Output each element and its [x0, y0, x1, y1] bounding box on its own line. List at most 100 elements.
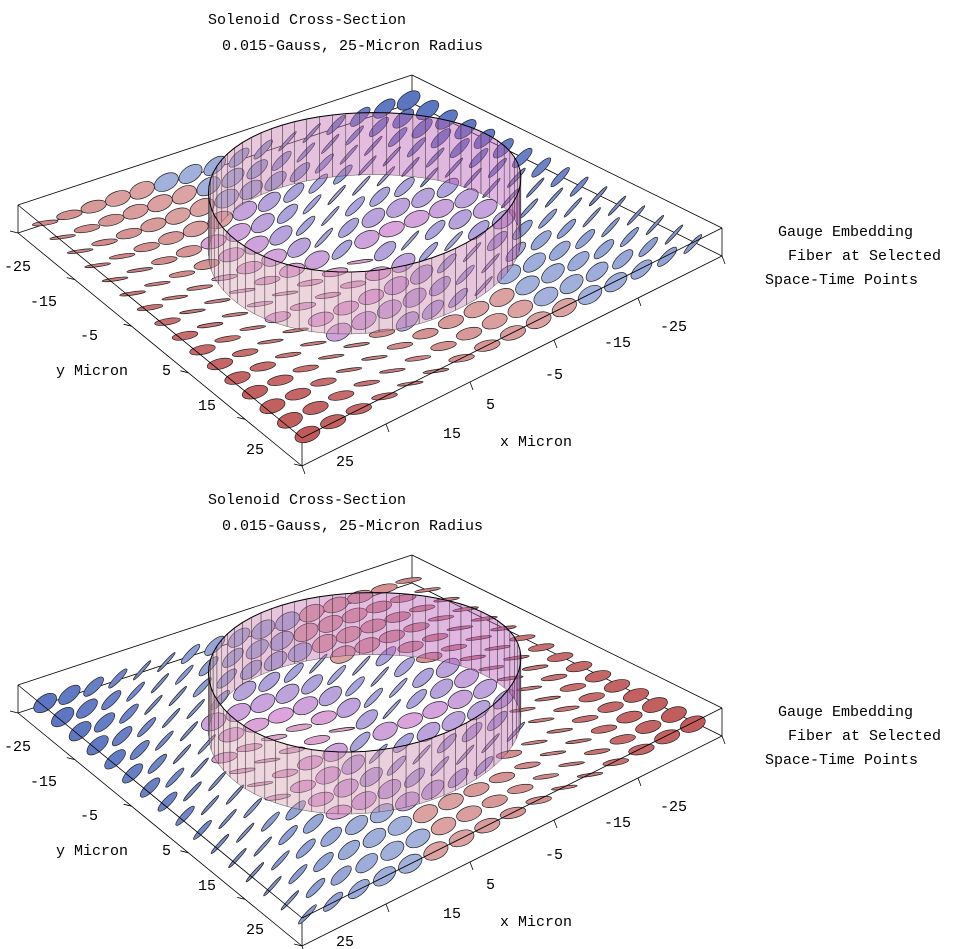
- fiber: [351, 311, 377, 331]
- fiber: [91, 238, 118, 247]
- fiber: [275, 683, 300, 704]
- fiber: [233, 680, 257, 701]
- x-tick-label: 5: [486, 877, 495, 894]
- fiber: [239, 325, 266, 331]
- fiber: [269, 225, 293, 246]
- solenoid-band: [359, 592, 374, 656]
- fiber: [533, 286, 559, 307]
- solenoid-band: [437, 118, 450, 184]
- x-tick: [553, 339, 558, 349]
- solenoid-band: [466, 716, 477, 786]
- fiber: [395, 577, 422, 584]
- y-tick-label: -15: [30, 774, 57, 791]
- fiber: [411, 187, 435, 208]
- y-tick: [9, 710, 19, 714]
- solenoid-band: [455, 722, 467, 791]
- fiber: [375, 646, 397, 667]
- y-tick: [180, 850, 189, 854]
- fiber: [327, 184, 346, 206]
- fiber: [162, 708, 181, 729]
- y-tick-label: 25: [246, 922, 264, 939]
- solenoid-band: [399, 593, 414, 657]
- x-tick: [721, 735, 726, 745]
- y-tick: [66, 277, 75, 280]
- fiber: [397, 640, 424, 654]
- fiber: [612, 249, 634, 270]
- solenoid-band: [237, 720, 246, 790]
- fiber: [390, 594, 417, 603]
- fiber: [335, 367, 363, 373]
- solenoid-band: [216, 159, 222, 229]
- solenoid-band: [218, 221, 224, 292]
- fiber: [158, 231, 185, 245]
- fiber: [190, 757, 209, 778]
- solenoid-band: [223, 228, 231, 298]
- fiber: [406, 137, 426, 158]
- fiber: [345, 676, 365, 697]
- fiber: [321, 206, 340, 227]
- fiber: [126, 681, 145, 702]
- fiber: [278, 825, 298, 846]
- solenoid-band: [460, 123, 472, 190]
- solenoid-band: [214, 694, 219, 765]
- fiber: [140, 217, 167, 233]
- fiber: [489, 288, 515, 307]
- fiber: [147, 753, 167, 774]
- x-tick-label: 25: [336, 454, 354, 471]
- fiber: [288, 864, 308, 885]
- solenoid-band: [319, 114, 333, 179]
- fiber: [347, 879, 370, 900]
- fiber: [436, 177, 459, 198]
- solenoid-band: [275, 260, 288, 327]
- fiber: [383, 276, 410, 296]
- fiber: [267, 374, 294, 386]
- fiber: [588, 186, 608, 207]
- x-tick: [301, 465, 306, 475]
- fiber: [179, 308, 206, 315]
- box-edge: [411, 554, 723, 709]
- fiber: [168, 686, 187, 707]
- fiber: [604, 679, 631, 693]
- solenoid-band: [405, 261, 420, 328]
- fiber: [68, 721, 92, 742]
- solenoid-band: [234, 622, 243, 691]
- fiber: [56, 209, 83, 220]
- solenoid-band: [489, 135, 498, 203]
- fiber: [467, 220, 490, 241]
- fiber: [285, 723, 313, 732]
- solenoid-band: [476, 710, 486, 780]
- fiber: [528, 643, 555, 652]
- solenoid-band: [386, 112, 400, 176]
- fiber: [228, 847, 247, 869]
- fiber: [456, 326, 483, 341]
- fiber: [412, 328, 439, 340]
- solenoid-band: [324, 270, 339, 335]
- fiber: [289, 779, 316, 793]
- solenoid-band: [245, 726, 256, 795]
- fiber: [567, 251, 590, 272]
- fiber: [320, 826, 342, 847]
- x-tick: [301, 945, 304, 949]
- fiber: [532, 773, 560, 780]
- fiber: [400, 230, 420, 251]
- fiber: [204, 298, 231, 304]
- solenoid-band: [286, 264, 300, 330]
- fiber: [311, 634, 337, 653]
- fiber: [243, 798, 262, 819]
- fiber: [380, 840, 405, 861]
- fiber: [490, 625, 517, 632]
- box-edge: [301, 255, 723, 467]
- fiber: [293, 696, 319, 716]
- fiber: [193, 819, 212, 840]
- fiber: [538, 208, 558, 229]
- fiber: [254, 275, 281, 286]
- fiber: [392, 108, 415, 129]
- fiber: [287, 237, 311, 258]
- solenoid-band: [245, 246, 256, 315]
- fiber: [540, 673, 568, 682]
- solenoid-band: [497, 620, 505, 689]
- fiber: [49, 234, 76, 240]
- fiber: [298, 904, 317, 925]
- fiber: [346, 258, 374, 265]
